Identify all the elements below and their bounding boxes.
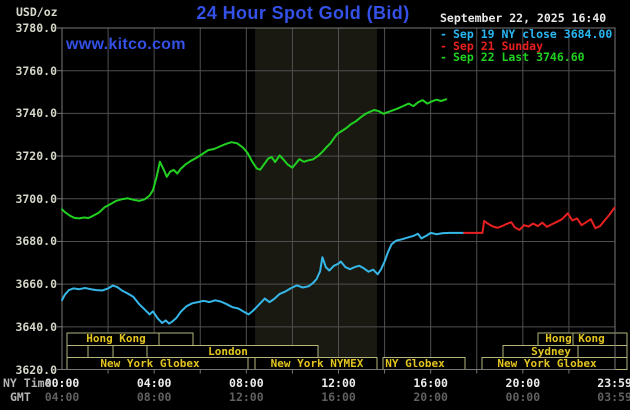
legend-item-1: - Sep 21 Sunday [440,40,612,52]
gmt-tick-label: 03:59 [597,390,630,404]
unit-label: USD/oz [16,5,58,19]
legend-dash-icon: - [440,38,447,53]
gmt-tick-label: 00:00 [505,390,541,404]
session-box [66,345,89,358]
price-line-sep-22-last-3746.60 [61,98,448,220]
session-label-new-york-globex: New York Globex [497,356,597,370]
y-axis-tick-label: 3700.0 [15,191,57,206]
legend-label: Sep 21 Sunday [453,38,544,53]
y-axis-tick-label: 3760.0 [15,63,57,78]
session-label-london: London [208,344,248,358]
ny-time-tick-label: 08:00 [229,376,264,390]
legend-label: Sep 19 NY close 3684.00 [453,27,613,41]
datetime-label: September 22, 2025 16:40 [440,11,607,25]
ny-time-tick-label: 16:00 [413,376,448,390]
y-axis-tick-label: 3620.0 [15,362,57,377]
session-label-new-york-globex: New York Globex [100,356,200,370]
ny-time-tick-label: 23:59 [597,376,630,390]
session-label-new-york-nymex: New York NYMEX [270,356,364,370]
gmt-caption: GMT [10,390,31,404]
y-axis-tick-label: 3720.0 [15,149,57,164]
legend: - Sep 19 NY close 3684.00- Sep 21 Sunday - S… [440,28,612,63]
legend-dash-icon: - [440,27,447,41]
kitco-watermark-link[interactable]: www.kitco.com [66,36,186,53]
price-line-sep-19-ny-close-3684.00 [61,231,466,325]
y-axis-tick-label: 3740.0 [15,106,57,121]
session-label-hong-kong: Hong Kong [86,332,146,346]
legend-dash-icon: - [440,50,447,65]
legend-label: Sep 22 Last 3746.60 [453,50,585,65]
gmt-tick-label: 20:00 [413,390,448,404]
legend-item-2: - Sep 22 Last 3746.60 [440,51,612,63]
ny-time-tick-label: 00:00 [44,376,80,390]
gmt-tick-label: 04:00 [44,390,80,404]
ny-time-tick-label: 04:00 [136,376,172,390]
price-line-sep-21-sunday [463,206,616,234]
session-label-hong-kong: Hong Kong [545,332,605,346]
ny-time-tick-label: 20:00 [505,376,541,390]
ny-time-caption: NY Time [3,376,52,390]
session-label-sydney: Sydney [531,344,571,358]
page-title: 24 Hour Spot Gold (Bid) [196,3,410,23]
gmt-tick-label: 12:00 [229,390,264,404]
y-axis-tick-label: 3680.0 [15,234,57,249]
ny-time-tick-label: 12:00 [321,376,356,390]
y-axis-tick-label: 3640.0 [15,319,57,334]
session-label-ny-globex: NY Globex [385,356,445,370]
gmt-tick-label: 16:00 [321,390,356,404]
legend-item-0: - Sep 19 NY close 3684.00 [440,28,612,40]
y-axis-tick-label: 3660.0 [15,277,57,292]
y-axis-tick-label: 3780.0 [15,21,57,35]
gmt-tick-label: 08:00 [136,390,172,404]
